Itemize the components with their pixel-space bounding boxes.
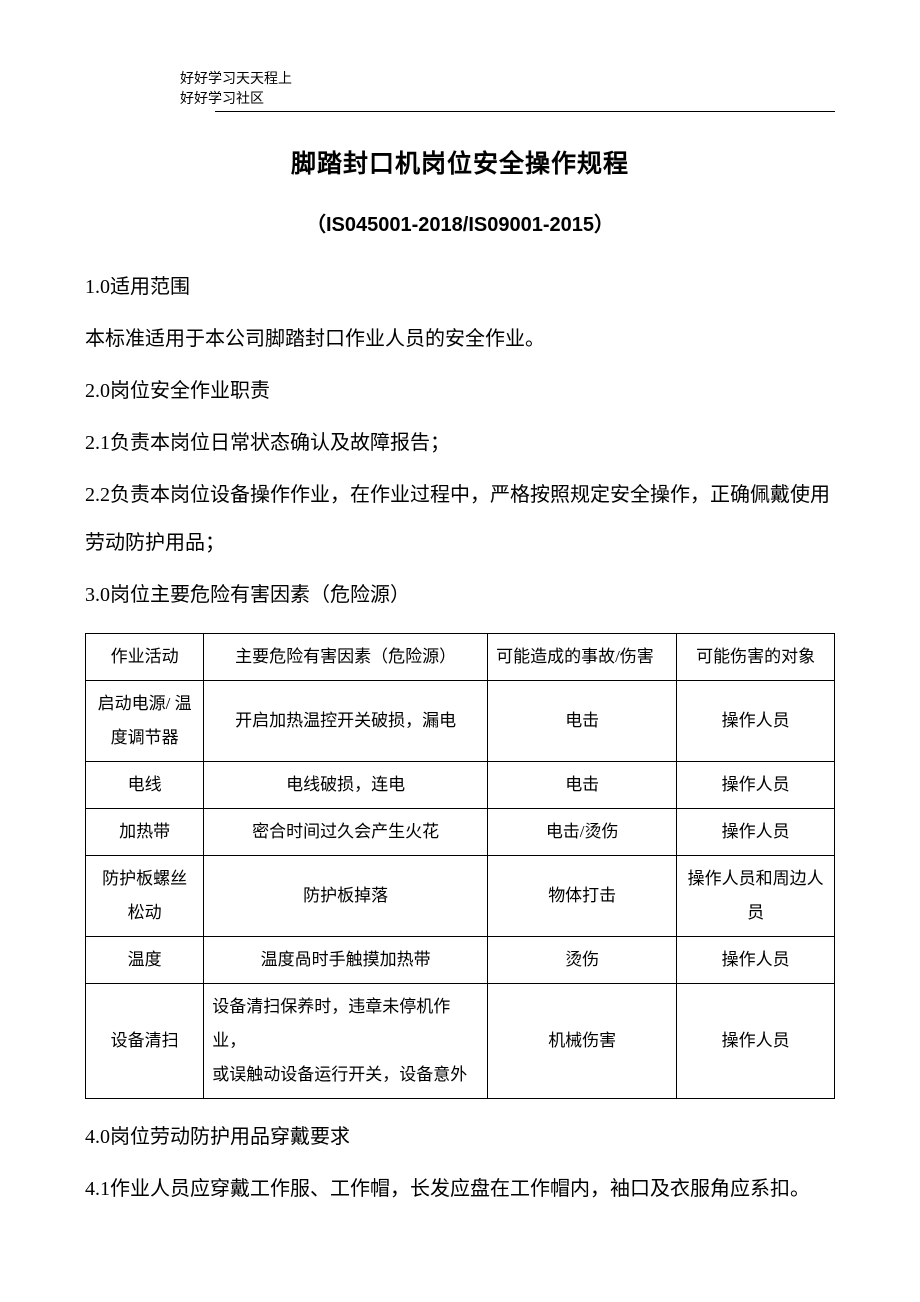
- section-1-0-heading: 1.0适用范围: [85, 263, 835, 311]
- cell-factor-line1: 设备清扫保养时，违章未停机作业，: [212, 997, 450, 1050]
- hazard-table: 作业活动 主要危险有害因素（危险源） 可能造成的事故/伤害 可能伤害的对象 启动…: [85, 633, 835, 1099]
- cell-victim: 操作人员: [677, 809, 835, 856]
- cell-activity: 启动电源/ 温度调节器: [86, 681, 204, 762]
- cell-victim: 操作人员: [677, 937, 835, 984]
- header-text-2: 好好学习社区: [180, 90, 835, 110]
- cell-factor: 密合时间过久会产生火花: [204, 809, 488, 856]
- table-row: 设备清扫 设备清扫保养时，违章未停机作业， 或误触动设备运行开关，设备意外 机械…: [86, 984, 835, 1099]
- header-divider: [215, 111, 835, 112]
- cell-accident: 电击/烫伤: [488, 809, 677, 856]
- section-4-1-text: 4.1作业人员应穿戴工作服、工作帽，长发应盘在工作帽内，袖口及衣服角应系扣。: [85, 1165, 835, 1213]
- cell-factor: 电线破损，连电: [204, 762, 488, 809]
- cell-victim: 操作人员: [677, 681, 835, 762]
- cell-accident: 烫伤: [488, 937, 677, 984]
- cell-factor: 防护板掉落: [204, 856, 488, 937]
- th-factor: 主要危险有害因素（危险源）: [204, 634, 488, 681]
- th-activity: 作业活动: [86, 634, 204, 681]
- section-2-1-text: 2.1负责本岗位日常状态确认及故障报告；: [85, 419, 835, 467]
- document-subtitle: （IS045001-2018/IS09001-2015）: [85, 208, 835, 237]
- cell-activity: 加热带: [86, 809, 204, 856]
- cell-accident: 机械伤害: [488, 984, 677, 1099]
- table-header-row: 作业活动 主要危险有害因素（危险源） 可能造成的事故/伤害 可能伤害的对象: [86, 634, 835, 681]
- cell-activity: 设备清扫: [86, 984, 204, 1099]
- table-row: 启动电源/ 温度调节器 开启加热温控开关破损，漏电 电击 操作人员: [86, 681, 835, 762]
- cell-accident: 电击: [488, 762, 677, 809]
- cell-victim: 操作人员: [677, 762, 835, 809]
- page-header: 好好学习天天程上 好好学习社区: [180, 70, 835, 109]
- cell-factor: 设备清扫保养时，违章未停机作业， 或误触动设备运行开关，设备意外: [204, 984, 488, 1099]
- table-header: 作业活动 主要危险有害因素（危险源） 可能造成的事故/伤害 可能伤害的对象: [86, 634, 835, 681]
- header-text-1: 好好学习天天程上: [180, 70, 835, 90]
- table-row: 电线 电线破损，连电 电击 操作人员: [86, 762, 835, 809]
- th-accident: 可能造成的事故/伤害: [488, 634, 677, 681]
- section-2-0-heading: 2.0岗位安全作业职责: [85, 367, 835, 415]
- section-2-2-text: 2.2负责本岗位设备操作作业，在作业过程中，严格按照规定安全操作，正确佩戴使用劳…: [85, 471, 835, 567]
- table-row: 温度 温度咼时手触摸加热带 烫伤 操作人员: [86, 937, 835, 984]
- document-title: 脚踏封口机岗位安全操作规程: [85, 144, 835, 180]
- cell-accident: 物体打击: [488, 856, 677, 937]
- document-page: 好好学习天天程上 好好学习社区 脚踏封口机岗位安全操作规程 （IS045001-…: [0, 0, 920, 1287]
- cell-activity: 防护板螺丝松动: [86, 856, 204, 937]
- section-4-0-heading: 4.0岗位劳动防护用品穿戴要求: [85, 1113, 835, 1161]
- section-1-body: 本标准适用于本公司脚踏封口作业人员的安全作业。: [85, 315, 835, 363]
- section-3-0-heading: 3.0岗位主要危险有害因素（危险源）: [85, 571, 835, 619]
- cell-victim: 操作人员: [677, 984, 835, 1099]
- cell-factor-line2: 或误触动设备运行开关，设备意外: [212, 1065, 467, 1084]
- cell-accident: 电击: [488, 681, 677, 762]
- cell-victim: 操作人员和周边人员: [677, 856, 835, 937]
- cell-activity: 电线: [86, 762, 204, 809]
- cell-activity: 温度: [86, 937, 204, 984]
- th-victim: 可能伤害的对象: [677, 634, 835, 681]
- cell-factor: 温度咼时手触摸加热带: [204, 937, 488, 984]
- table-row: 防护板螺丝松动 防护板掉落 物体打击 操作人员和周边人员: [86, 856, 835, 937]
- table-body: 启动电源/ 温度调节器 开启加热温控开关破损，漏电 电击 操作人员 电线 电线破…: [86, 681, 835, 1099]
- table-row: 加热带 密合时间过久会产生火花 电击/烫伤 操作人员: [86, 809, 835, 856]
- cell-factor: 开启加热温控开关破损，漏电: [204, 681, 488, 762]
